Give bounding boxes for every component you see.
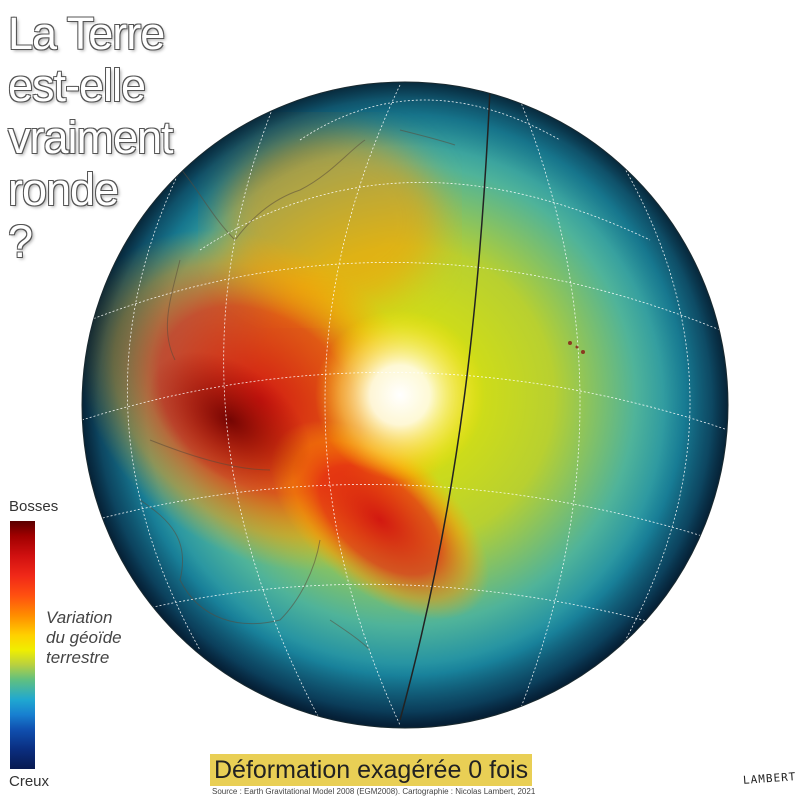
title-line: ? (8, 216, 33, 267)
legend-top-label: Bosses (9, 498, 59, 515)
hawaii-islands (568, 341, 585, 354)
exaggeration-subtitle: Déformation exagérée 0 fois (210, 754, 533, 786)
graticule (82, 84, 728, 726)
legend-description-line: terrestre (46, 648, 110, 667)
legend-description-line: du géoïde (46, 628, 122, 647)
antimeridian-line (399, 89, 491, 721)
title-line: vraiment (8, 112, 174, 163)
coastlines (139, 129, 456, 651)
legend-color-bar (10, 521, 35, 769)
map-title: La Terre est-elle vraiment ronde ? (8, 8, 208, 268)
source-credit: Source : Earth Gravitational Model 2008 … (212, 787, 536, 796)
title-line: La Terre (8, 8, 165, 59)
legend-bottom-label: Creux (9, 773, 50, 790)
title-line: est-elle (8, 60, 146, 111)
title-line: ronde (8, 164, 119, 215)
legend-description: Variation du géoïde terrestre (46, 608, 122, 668)
legend-description-line: Variation (46, 608, 113, 627)
globe-outline (81, 81, 729, 729)
